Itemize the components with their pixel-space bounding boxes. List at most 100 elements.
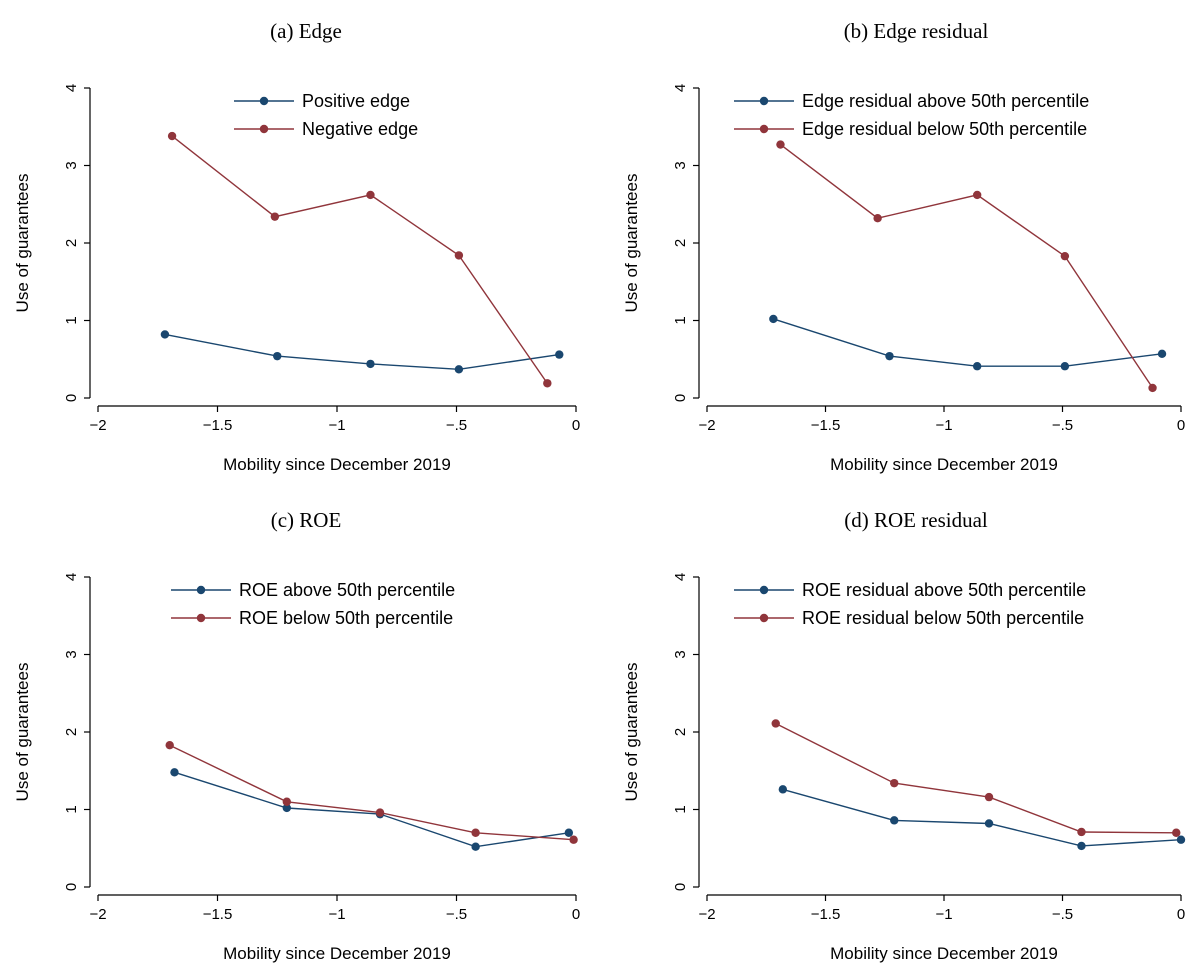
x-tick-label: −.5 [446,906,467,923]
y-axis-label: Use of guarantees [13,663,32,802]
data-point [471,842,480,851]
x-tick-label: −1.5 [811,906,841,923]
y-tick-label: 3 [63,650,80,658]
x-tick-label: 0 [1177,417,1185,434]
data-point [984,819,994,828]
legend-swatch-marker [196,585,206,595]
data-point [555,350,564,359]
data-point [282,803,292,813]
x-tick-label: 0 [572,906,580,923]
data-point [1176,835,1186,844]
x-axis-label: Mobility since December 2019 [223,944,451,963]
legend-label: Edge residual below 50th percentile [802,119,1087,139]
data-point [1148,383,1157,393]
data-point [454,251,464,260]
x-tick-label: −1 [935,417,952,434]
x-tick-label: −1 [328,906,345,923]
x-tick-label: −.5 [1052,906,1073,923]
data-point [873,214,882,223]
y-tick-label: 4 [63,573,80,581]
y-axis-label: Use of guarantees [622,663,641,802]
data-point [454,365,464,374]
y-axis-label: Use of guarantees [622,174,641,313]
panel-4: (d) ROE residual −2 −1.5 −1 −.5 0 0 1 2 3 4 Mobilit… [622,508,1186,963]
data-point [366,190,375,200]
y-tick-label: 4 [63,84,80,92]
data-point [543,379,552,388]
data-point [1060,362,1070,371]
y-tick-label: 1 [672,805,689,813]
x-tick-label: −2 [89,906,106,923]
data-point [569,835,578,844]
x-tick-label: −1 [935,906,952,923]
x-axis-label: Mobility since December 2019 [223,455,451,474]
y-tick-label: 0 [63,394,80,402]
legend-swatch-marker [759,96,769,106]
y-tick-label: 2 [63,239,80,247]
x-tick-label: 0 [1177,906,1185,923]
x-tick-label: −1.5 [203,906,233,923]
y-tick-label: 0 [63,883,80,891]
legend-label: ROE above 50th percentile [239,580,455,600]
data-point [984,792,994,802]
y-tick-label: 3 [672,161,689,169]
x-tick-label: 0 [572,417,580,434]
x-tick-label: −2 [89,417,106,434]
data-point [972,362,982,371]
series-line-2 [780,144,1154,389]
x-tick-label: −2 [698,906,715,923]
data-point [1172,828,1181,837]
y-tick-label: 1 [672,316,689,324]
series-line-1 [782,788,1182,847]
legend-label: ROE residual above 50th percentile [802,580,1086,600]
series-line-2 [169,744,574,841]
legend-swatch-marker [759,585,769,595]
y-tick-label: 1 [63,316,80,324]
data-point [771,719,780,728]
x-axis-label: Mobility since December 2019 [830,455,1058,474]
y-tick-label: 2 [672,728,689,736]
data-point [1060,251,1070,261]
data-point [273,351,282,361]
x-tick-label: −1 [328,417,345,434]
data-point [366,359,375,369]
y-tick-label: 3 [672,650,689,658]
data-point [167,131,177,141]
data-point [972,190,982,200]
x-tick-label: −2 [698,417,715,434]
legend-label: Negative edge [302,119,418,139]
legend-label: ROE residual below 50th percentile [802,608,1084,628]
panel-title: (a) Edge [270,19,342,43]
data-point [890,816,899,825]
series-line-1 [773,318,1163,367]
data-point [769,314,778,324]
data-point [282,797,292,806]
legend-swatch-marker [259,96,269,106]
panel-title: (d) ROE residual [844,508,988,532]
legend-label: ROE below 50th percentile [239,608,453,628]
y-axis-label: Use of guarantees [13,174,32,313]
y-tick-label: 4 [672,84,689,92]
y-tick-label: 3 [63,161,80,169]
y-tick-label: 0 [672,394,689,402]
y-tick-label: 2 [672,239,689,247]
data-point [1157,349,1167,359]
panel-2: (b) Edge residual −2 −1.5 −1 −.5 0 0 1 2 3 4 Mobili… [622,19,1185,474]
y-tick-label: 2 [63,728,80,736]
x-tick-label: −1.5 [811,417,841,434]
data-point [170,768,179,777]
legend-label: Edge residual above 50th percentile [802,91,1089,111]
data-point [890,778,899,788]
legend-label: Positive edge [302,91,410,111]
data-point [471,828,480,837]
y-tick-label: 0 [672,883,689,891]
data-point [564,828,574,837]
legend-swatch-marker [259,124,269,134]
legend-swatch-marker [196,613,206,623]
data-point [375,808,385,817]
data-point [1077,827,1086,837]
y-tick-label: 1 [63,805,80,813]
data-point [885,351,894,361]
panel-title: (b) Edge residual [844,19,989,43]
